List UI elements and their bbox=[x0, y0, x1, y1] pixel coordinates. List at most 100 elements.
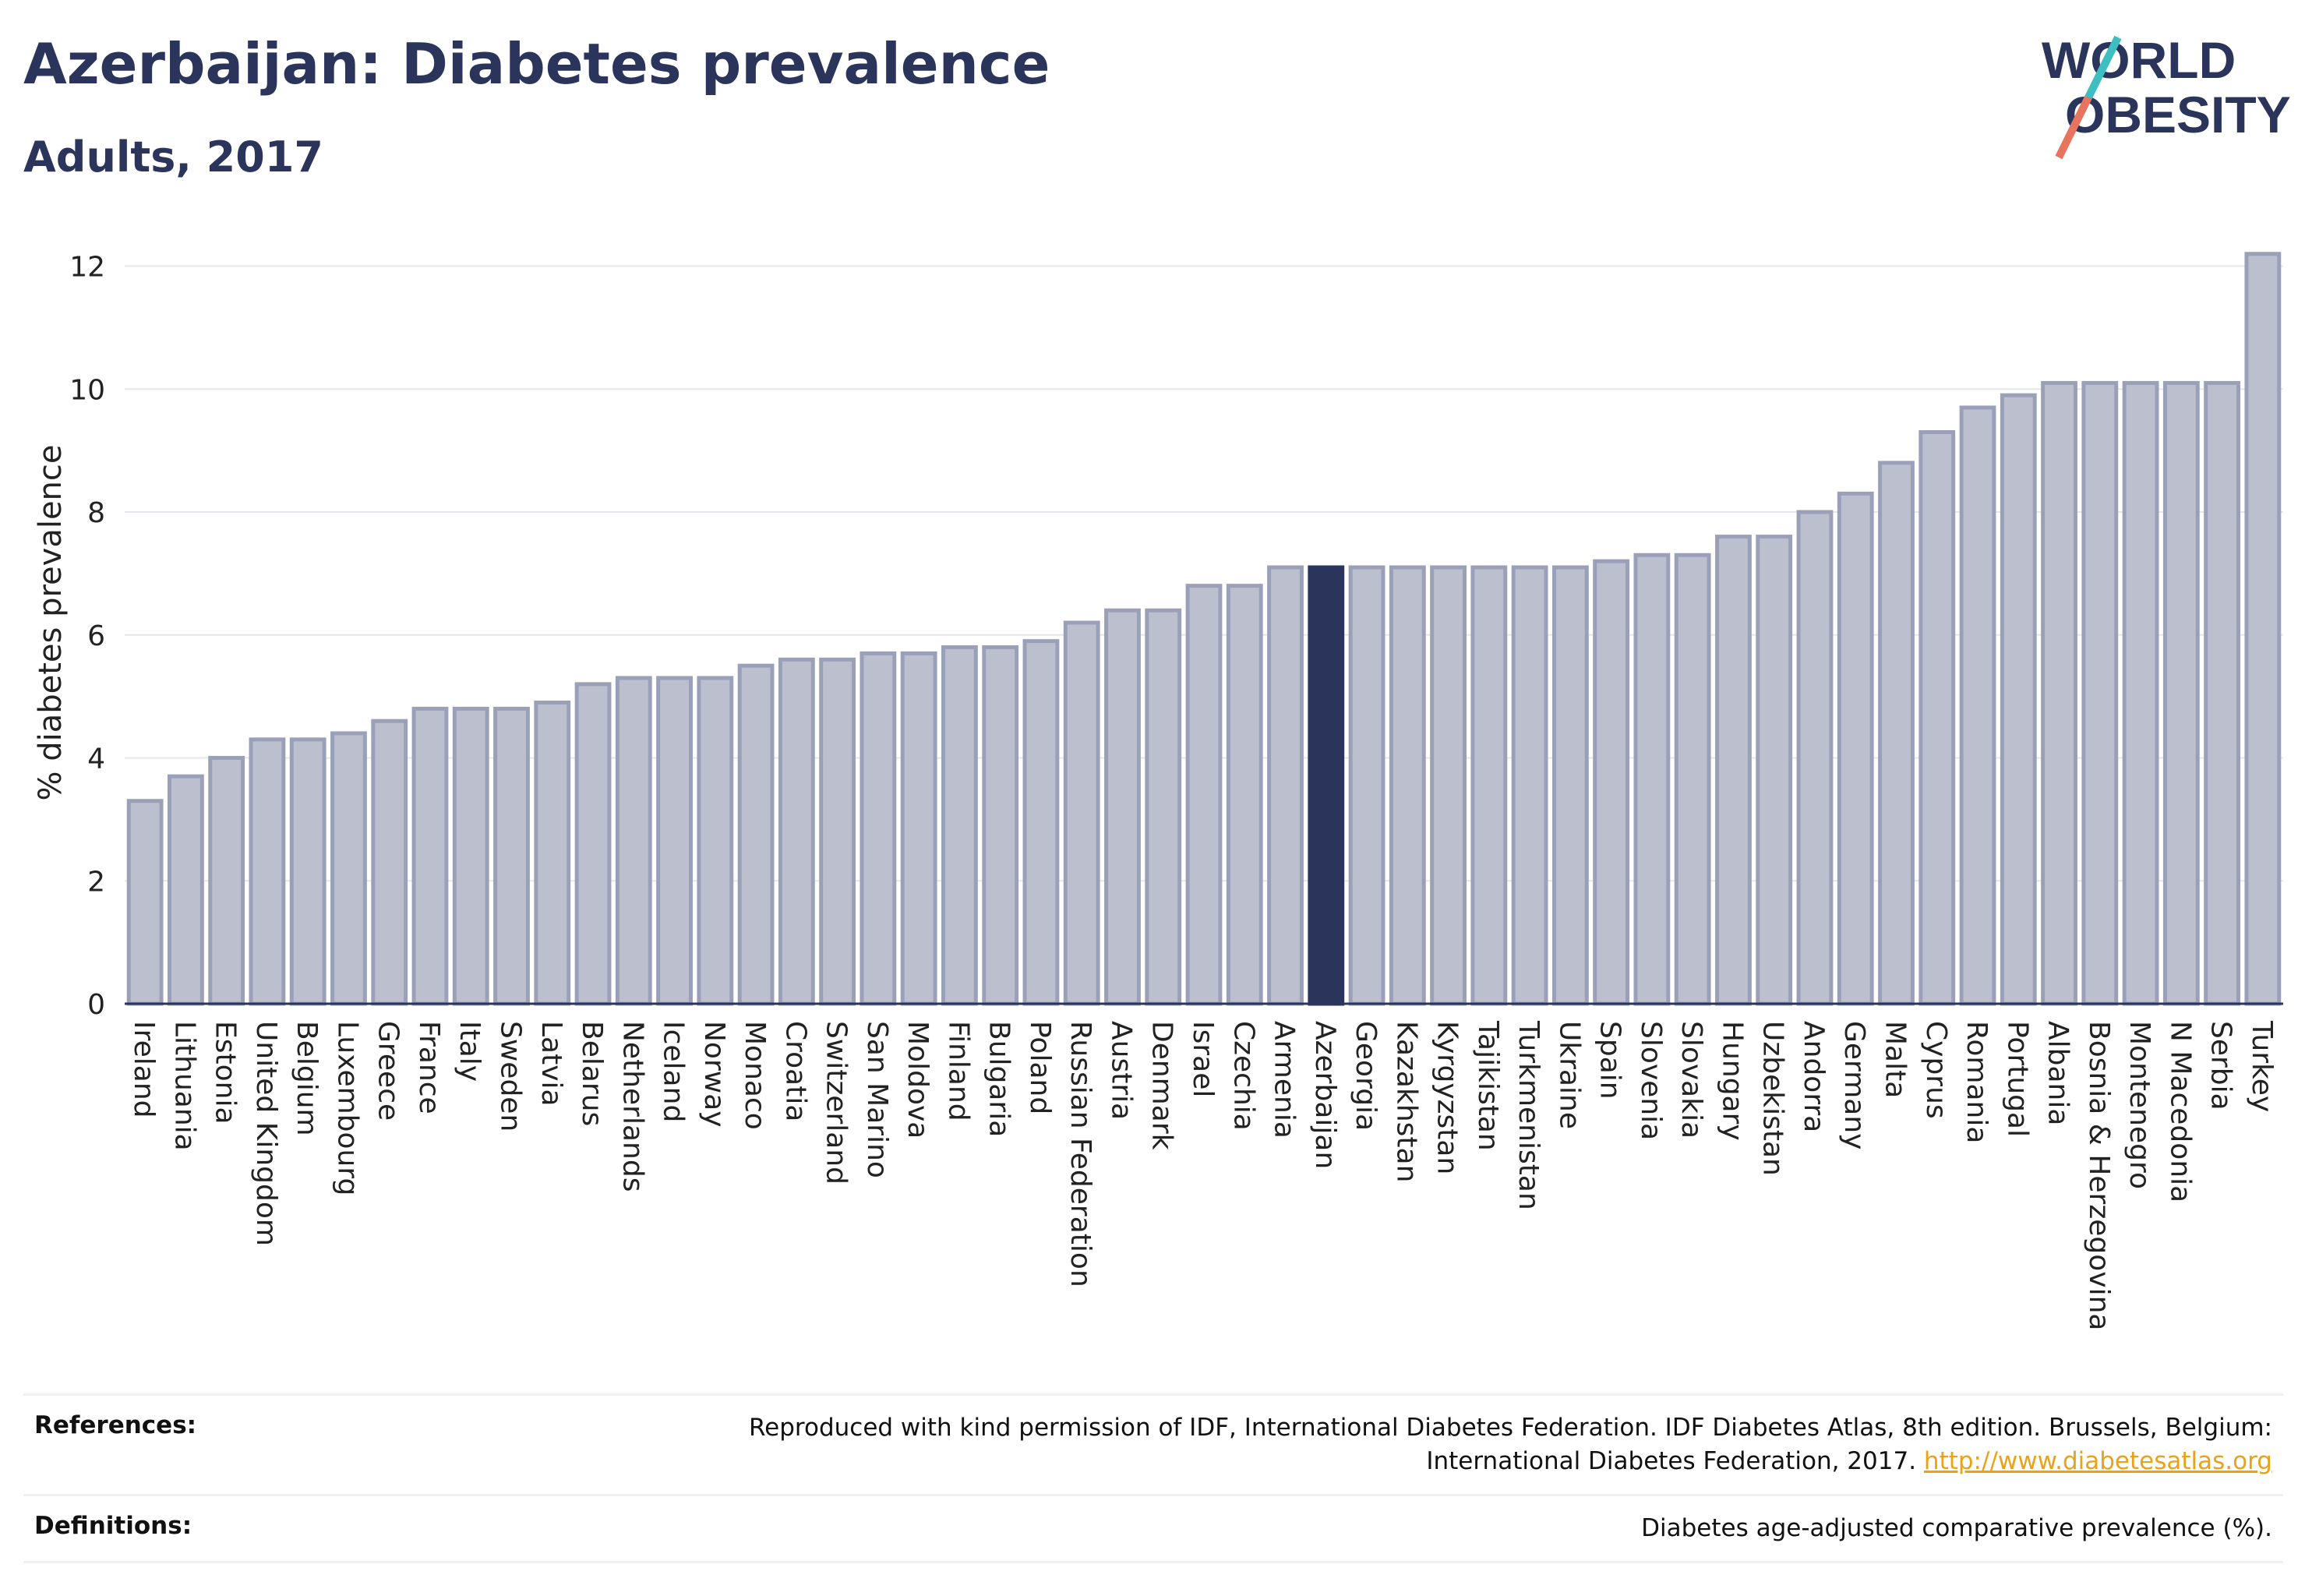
bar-russian-federation bbox=[1063, 620, 1100, 1006]
bar-hungary bbox=[1715, 535, 1752, 1006]
bar-luxembourg bbox=[330, 731, 367, 1006]
x-tick-label: Poland bbox=[1024, 1021, 1056, 1114]
bar-kazakhstan bbox=[1389, 565, 1426, 1006]
bar-bosnia-herzegovina bbox=[2081, 380, 2119, 1006]
bar-greece bbox=[371, 719, 408, 1006]
x-tick-label: United Kingdom bbox=[250, 1021, 282, 1246]
bar-lithuania bbox=[167, 774, 204, 1006]
references-link[interactable]: http://www.diabetesatlas.org bbox=[1923, 1447, 2272, 1475]
x-tick-label: Czechia bbox=[1227, 1021, 1259, 1131]
bar-kyrgyzstan bbox=[1430, 565, 1467, 1006]
x-tick-label: Uzbekistan bbox=[1757, 1021, 1789, 1176]
bar-moldova bbox=[900, 651, 937, 1006]
x-tick-label: Latvia bbox=[535, 1021, 567, 1107]
bar-turkey bbox=[2244, 252, 2282, 1006]
x-tick-label: Finland bbox=[942, 1021, 974, 1121]
definitions-label: Definitions: bbox=[34, 1512, 192, 1540]
bar-chart: 0 2 4 6 8 10 12 Ireland Lithuania Estonia United K… bbox=[33, 252, 2283, 1330]
x-tick-label: Netherlands bbox=[616, 1021, 648, 1192]
references-label: References: bbox=[34, 1411, 197, 1439]
bar-andorra bbox=[1796, 510, 1834, 1006]
x-tick-label: Malta bbox=[1879, 1021, 1911, 1098]
x-tick-label: Italy bbox=[454, 1021, 485, 1082]
x-tick-label: Belarus bbox=[576, 1021, 608, 1126]
bar-germany bbox=[1837, 491, 1874, 1006]
bar-malta bbox=[1878, 461, 1915, 1006]
bar-monaco bbox=[737, 663, 775, 1006]
x-tick-label: Cyprus bbox=[1920, 1021, 1952, 1119]
footer: References: Reproduced with kind permiss… bbox=[23, 1393, 2283, 1563]
bar-austria bbox=[1104, 608, 1141, 1006]
world-obesity-logo: WORLD OBESITY bbox=[2026, 16, 2291, 171]
bar-montenegro bbox=[2122, 380, 2159, 1006]
x-tick-label: Estonia bbox=[210, 1021, 242, 1125]
x-tick-label: Hungary bbox=[1716, 1021, 1748, 1141]
chart-subtitle: Adults, 2017 bbox=[23, 132, 323, 182]
bar-france bbox=[411, 706, 449, 1006]
x-tick-label: Bosnia & Herzegovina bbox=[2083, 1021, 2115, 1330]
bar-uzbekistan bbox=[1756, 535, 1793, 1006]
x-tick-label: Bulgaria bbox=[983, 1021, 1015, 1137]
bar-czechia bbox=[1226, 584, 1263, 1006]
x-tick-label: Lithuania bbox=[168, 1021, 200, 1151]
y-tick-label: 12 bbox=[69, 252, 105, 284]
y-tick-label: 8 bbox=[87, 497, 105, 529]
x-tick-label: Iceland bbox=[658, 1021, 690, 1122]
bar-netherlands bbox=[615, 676, 652, 1006]
bar-belgium bbox=[289, 737, 327, 1006]
definitions-text: Diabetes age-adjusted comparative preval… bbox=[1641, 1514, 2272, 1542]
bar-norway bbox=[697, 676, 734, 1006]
bar-azerbaijan bbox=[1308, 565, 1345, 1006]
x-tick-label: Armenia bbox=[1269, 1021, 1301, 1139]
bar-poland bbox=[1022, 639, 1060, 1006]
x-tick-label: Belgium bbox=[291, 1021, 323, 1136]
bar-n-macedonia bbox=[2162, 380, 2200, 1006]
bar-sweden bbox=[493, 706, 530, 1006]
bar-denmark bbox=[1145, 608, 1182, 1006]
bar-albania bbox=[2041, 380, 2077, 1006]
x-tick-label: Moldova bbox=[902, 1021, 934, 1139]
y-tick-label: 6 bbox=[87, 620, 105, 652]
bar-georgia bbox=[1348, 565, 1385, 1006]
x-tick-label: Russian Federation bbox=[1064, 1021, 1096, 1287]
x-tick-label: Turkmenistan bbox=[1513, 1020, 1544, 1210]
bar-tajikistan bbox=[1470, 565, 1508, 1006]
bar-united-kingdom bbox=[249, 737, 286, 1006]
bar-bulgaria bbox=[982, 645, 1019, 1006]
y-tick-label: 2 bbox=[87, 866, 105, 898]
bar-san-marino bbox=[860, 651, 897, 1006]
svg-text:OBESITY: OBESITY bbox=[2065, 86, 2291, 143]
x-tick-label: Switzerland bbox=[821, 1021, 852, 1185]
bar-latvia bbox=[534, 701, 571, 1006]
svg-text:WORLD: WORLD bbox=[2042, 31, 2236, 89]
x-tick-label: Ireland bbox=[128, 1021, 160, 1118]
x-tick-label: Montenegro bbox=[2123, 1021, 2155, 1189]
bar-belarus bbox=[574, 682, 612, 1006]
bar-finland bbox=[941, 645, 978, 1006]
x-tick-label: Israel bbox=[1187, 1021, 1219, 1097]
x-tick-label: Albania bbox=[2042, 1021, 2074, 1125]
x-tick-label: Turkey bbox=[2246, 1020, 2278, 1112]
bar-slovenia bbox=[1633, 553, 1671, 1006]
bar-romania bbox=[1959, 405, 1996, 1006]
x-tick-label: France bbox=[413, 1021, 445, 1114]
x-tick-label: Austria bbox=[1105, 1021, 1137, 1120]
y-axis-label: % diabetes prevalence bbox=[33, 444, 69, 800]
bar-italy bbox=[452, 706, 489, 1006]
bar-cyprus bbox=[1918, 430, 1956, 1006]
x-tick-label: Spain bbox=[1594, 1021, 1626, 1100]
bar-spain bbox=[1593, 559, 1630, 1006]
bar-armenia bbox=[1267, 565, 1304, 1006]
y-tick-label: 0 bbox=[87, 989, 105, 1021]
x-tick-label: Portugal bbox=[2001, 1021, 2033, 1137]
x-tick-label: Denmark bbox=[1146, 1021, 1178, 1150]
x-tick-label: Slovenia bbox=[1635, 1021, 1667, 1140]
x-tick-label: Monaco bbox=[739, 1021, 771, 1130]
definitions-row: Definitions: Diabetes age-adjusted compa… bbox=[23, 1494, 2283, 1563]
x-tick-label: Germany bbox=[1838, 1021, 1870, 1149]
x-tick-label: Romania bbox=[1961, 1021, 1993, 1143]
bar-serbia bbox=[2204, 380, 2241, 1006]
bar-ireland bbox=[126, 799, 164, 1006]
x-tick-label: Kyrgyzstan bbox=[1431, 1021, 1463, 1174]
bar-croatia bbox=[778, 657, 815, 1006]
